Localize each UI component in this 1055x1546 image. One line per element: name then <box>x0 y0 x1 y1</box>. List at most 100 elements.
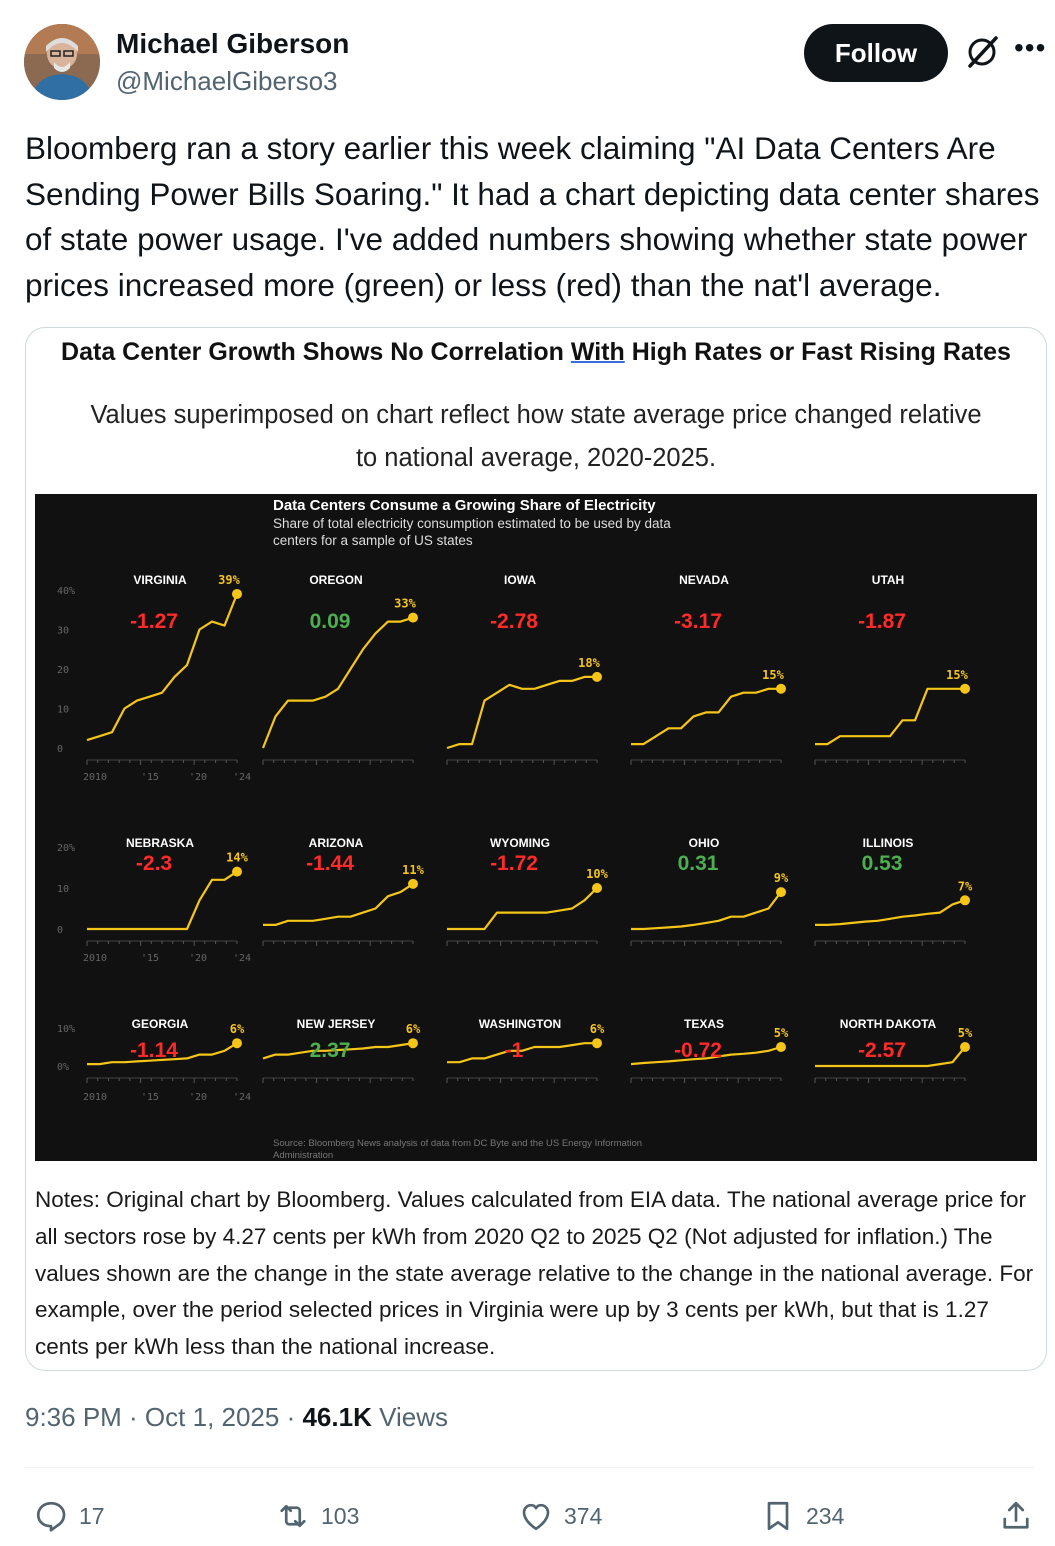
end-label: 33% <box>394 597 416 611</box>
share-icon <box>1003 1501 1029 1529</box>
state-label: UTAH <box>872 573 904 587</box>
end-label: 11% <box>402 863 424 877</box>
chart-subtitle-line1: Share of total electricity consumption e… <box>273 516 671 531</box>
state-label: GEORGIA <box>132 1017 189 1031</box>
state-label: VIRGINIA <box>133 573 187 587</box>
end-label: 39% <box>218 573 240 587</box>
repost-count: 103 <box>321 1502 360 1529</box>
end-point <box>232 588 242 599</box>
end-point <box>776 683 786 694</box>
end-label: 5% <box>958 1026 973 1040</box>
like-button[interactable]: 374 <box>518 1490 602 1542</box>
price-delta-label: -1.27 <box>130 610 178 633</box>
avatar[interactable] <box>24 24 100 100</box>
price-delta-label: 0.31 <box>678 852 719 875</box>
more-icon[interactable]: ••• <box>1014 32 1047 63</box>
price-delta-label: -2.3 <box>136 852 172 875</box>
reply-icon <box>36 1501 66 1532</box>
series-line <box>87 870 238 931</box>
end-point <box>960 1042 970 1052</box>
price-delta-label: -2.78 <box>490 610 538 633</box>
x-tick-label: 2010 <box>83 1092 107 1103</box>
repost-button[interactable]: 103 <box>275 1490 359 1542</box>
price-delta-label: 2.37 <box>310 1039 351 1062</box>
end-point <box>408 878 418 889</box>
end-label: 6% <box>406 1022 421 1036</box>
author-handle[interactable]: @MichaelGiberso3 <box>116 66 338 96</box>
x-tick-label: '15 <box>141 953 159 964</box>
end-point <box>776 887 786 898</box>
x-tick-label: 2010 <box>83 772 107 783</box>
chart-source-line2: Administration <box>273 1150 333 1161</box>
x-tick-label: '24 <box>233 953 251 964</box>
price-delta-label: -1.72 <box>490 852 538 875</box>
y-tick-label: 40% <box>57 586 75 597</box>
views-count: 46.1K <box>302 1402 372 1432</box>
y-tick-label: 10 <box>57 705 69 716</box>
end-label: 15% <box>946 668 968 682</box>
state-label: OHIO <box>689 836 720 850</box>
author-name[interactable]: Michael Giberson <box>116 28 350 59</box>
like-count: 374 <box>564 1502 603 1529</box>
grok-icon[interactable] <box>964 34 1000 70</box>
state-label: NEVADA <box>679 573 729 587</box>
card-subtitle: Values superimposed on chart reflect how… <box>90 401 982 472</box>
state-label: IOWA <box>504 573 536 587</box>
bookmark-icon <box>767 1501 789 1531</box>
price-delta-label: -0.72 <box>674 1039 722 1062</box>
end-label: 6% <box>590 1022 605 1036</box>
price-delta-label: 0.09 <box>310 610 351 633</box>
price-delta-label: -1.14 <box>130 1039 178 1062</box>
price-delta-label: 0.53 <box>862 852 903 875</box>
state-label: ILLINOIS <box>863 836 914 850</box>
end-point <box>232 866 242 877</box>
state-label: ARIZONA <box>309 836 364 850</box>
y-tick-label: 20 <box>57 665 69 676</box>
views-label: Views <box>371 1402 448 1432</box>
card-title: Data Center Growth Shows No Correlation … <box>26 338 1046 367</box>
chart-title: Data Centers Consume a Growing Share of … <box>273 497 656 514</box>
series-line <box>447 887 598 931</box>
series-line <box>261 616 414 749</box>
divider <box>25 1467 1035 1468</box>
reply-count: 17 <box>79 1502 105 1529</box>
series-line <box>631 687 781 746</box>
x-tick-label: '24 <box>233 772 251 783</box>
state-label: WYOMING <box>490 836 550 850</box>
end-point <box>408 1038 418 1049</box>
end-label: 7% <box>958 879 973 893</box>
timestamp[interactable]: 9:36 PM · Oct 1, 2025 · <box>25 1402 303 1432</box>
series-line <box>815 687 965 746</box>
tweet-header: Michael Giberson @MichaelGiberso3 Follow… <box>24 22 1045 102</box>
state-label: TEXAS <box>684 1017 724 1031</box>
heart-icon <box>522 1503 550 1531</box>
bookmark-button[interactable]: 234 <box>760 1490 844 1542</box>
series-line <box>86 593 239 742</box>
series-line <box>87 1042 238 1066</box>
share-button[interactable] <box>998 1490 1044 1542</box>
price-delta-label: -1.44 <box>306 852 354 875</box>
price-delta-label: -2.57 <box>858 1039 906 1062</box>
end-label: 9% <box>774 871 789 885</box>
bookmark-count: 234 <box>806 1502 845 1529</box>
reply-button[interactable]: 17 <box>33 1490 105 1542</box>
end-point <box>776 1042 786 1052</box>
end-point <box>592 883 602 893</box>
follow-button[interactable]: Follow <box>804 24 948 82</box>
series-line <box>815 1046 966 1068</box>
x-tick-label: '24 <box>233 1092 251 1103</box>
end-label: 5% <box>774 1026 789 1040</box>
x-tick-label: '20 <box>189 772 207 783</box>
card-title-pre: Data Center Growth Shows No Correlation <box>61 338 571 366</box>
price-delta-label: -1 <box>505 1039 524 1062</box>
series-line <box>262 1042 414 1060</box>
state-label: NORTH DAKOTA <box>840 1017 937 1031</box>
end-label: 18% <box>578 656 600 670</box>
end-point <box>408 612 418 623</box>
y-tick-label: 0 <box>57 744 63 755</box>
tweet-text: Bloomberg ran a story earlier this week … <box>25 130 1040 303</box>
end-point <box>592 1038 602 1049</box>
media-card[interactable]: Data Center Growth Shows No Correlation … <box>25 327 1047 1371</box>
y-tick-label: 10 <box>57 884 69 895</box>
repost-icon <box>280 1504 306 1528</box>
